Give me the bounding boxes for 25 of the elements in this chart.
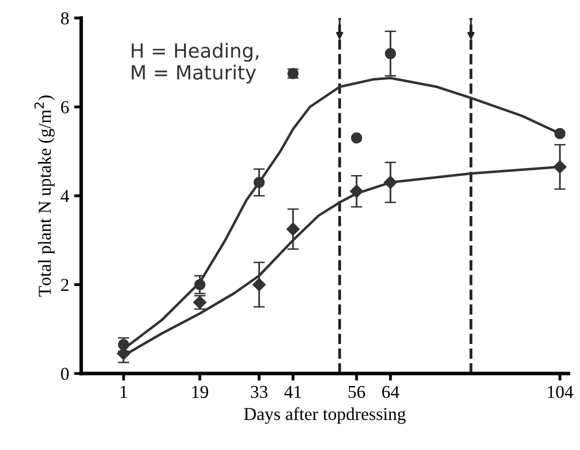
point [554, 128, 566, 140]
x-tick-label: 1 [120, 386, 127, 398]
x-tick-label: 104 [548, 386, 574, 398]
x-tick-label: 56 [348, 386, 366, 398]
annotation: H = Heading, M = Maturity [132, 42, 258, 84]
point [350, 184, 364, 198]
point [553, 160, 567, 174]
point [384, 48, 396, 60]
x-axis-title: Days after topdressing [244, 407, 406, 424]
point [384, 176, 398, 190]
point [286, 222, 300, 236]
point [351, 132, 362, 144]
y-tick-label: 4 [60, 190, 70, 202]
y-axis-title: Total plant N uptake (g/m$^{2}$) [34, 95, 55, 297]
x-tick-label: 64 [382, 386, 400, 398]
x-tick-label: 41 [284, 386, 301, 398]
y-tick-label: 8 [61, 12, 69, 24]
y-tick-label: 2 [61, 278, 68, 291]
x-tick-label: 33 [250, 386, 268, 398]
point [252, 278, 266, 292]
y-tick-label: 0 [61, 368, 69, 380]
x-tick-label: 19 [192, 386, 208, 398]
y-tick-label: 6 [61, 101, 69, 114]
point [194, 279, 206, 290]
point [254, 176, 265, 188]
